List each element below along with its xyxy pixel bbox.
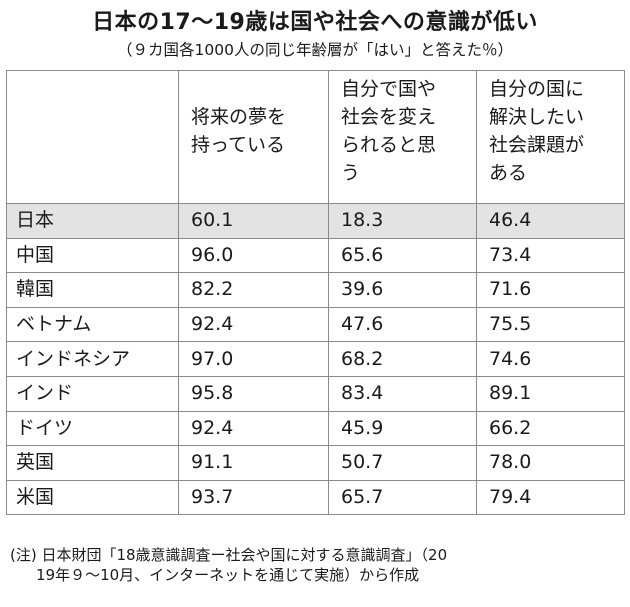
country-cell: ドイツ — [6, 410, 179, 447]
header-line: られると思 — [341, 134, 437, 156]
value-can-change: 47.6 — [328, 306, 477, 343]
country-cell: 日本 — [6, 203, 179, 239]
table-row: 英国 91.1 50.7 78.0 — [6, 445, 625, 481]
table-row: 米国 93.7 65.7 79.4 — [6, 479, 625, 516]
value-can-change: 83.4 — [328, 375, 477, 412]
header-line: 将来の夢を — [191, 106, 287, 128]
header-line: 持っている — [191, 134, 286, 156]
country-cell: 英国 — [6, 445, 179, 481]
value-social-issue: 74.6 — [476, 341, 625, 377]
header-can-change-society: 自分で国や 社会を変え られると思 う — [328, 70, 477, 204]
value-social-issue: 75.5 — [476, 306, 625, 343]
source-note-line: 19年９～10月、インターネットを通じて実施）から作成 — [36, 566, 420, 584]
value-can-change: 65.6 — [328, 237, 477, 274]
table-row: ドイツ 92.4 45.9 66.2 — [6, 410, 625, 447]
table-row: ベトナム 92.4 47.6 75.5 — [6, 306, 625, 343]
value-dream: 91.1 — [178, 445, 329, 481]
header-line: 自分で国や — [341, 78, 437, 100]
header-dream: 将来の夢を 持っている — [178, 70, 329, 204]
value-social-issue: 46.4 — [476, 203, 625, 239]
source-note: (注) 日本財団「18歳意識調査ー社会や国に対する意識調査」（20 19年９～1… — [10, 545, 622, 585]
value-can-change: 18.3 — [328, 203, 477, 239]
country-cell: 米国 — [6, 479, 179, 516]
header-line: ある — [489, 162, 528, 184]
value-dream: 95.8 — [178, 375, 329, 412]
value-dream: 60.1 — [178, 203, 329, 239]
header-line: う — [341, 162, 361, 184]
value-dream: 92.4 — [178, 306, 329, 343]
value-dream: 92.4 — [178, 410, 329, 447]
value-can-change: 65.7 — [328, 479, 477, 516]
table-row: インド 95.8 83.4 89.1 — [6, 375, 625, 412]
value-social-issue: 78.0 — [476, 445, 625, 481]
source-note-line: (注) 日本財団「18歳意識調査ー社会や国に対する意識調査」（20 — [10, 546, 448, 564]
value-can-change: 39.6 — [328, 272, 477, 308]
figure-title: 日本の17～19歳は国や社会への意識が低い — [92, 10, 538, 35]
country-cell: インド — [6, 375, 179, 412]
figure-subtitle: （９カ国各1000人の同じ年齢層が「はい」と答えた％） — [117, 41, 513, 59]
header-line: 解決したい — [489, 106, 585, 128]
header-line: 社会を変え — [341, 106, 437, 128]
value-can-change: 50.7 — [328, 445, 477, 481]
table-row-japan: 日本 60.1 18.3 46.4 — [6, 203, 625, 239]
value-dream: 93.7 — [178, 479, 329, 516]
table-row: インドネシア 97.0 68.2 74.6 — [6, 341, 625, 377]
value-dream: 97.0 — [178, 341, 329, 377]
value-can-change: 68.2 — [328, 341, 477, 377]
header-social-issue: 自分の国に 解決したい 社会課題が ある — [476, 70, 625, 204]
table-row: 韓国 82.2 39.6 71.6 — [6, 272, 625, 308]
value-social-issue: 89.1 — [476, 375, 625, 412]
country-cell: インドネシア — [6, 341, 179, 377]
value-dream: 82.2 — [178, 272, 329, 308]
value-can-change: 45.9 — [328, 410, 477, 447]
table-row: 中国 96.0 65.6 73.4 — [6, 237, 625, 274]
value-dream: 96.0 — [178, 237, 329, 274]
value-social-issue: 79.4 — [476, 479, 625, 516]
country-cell: ベトナム — [6, 306, 179, 343]
country-cell: 中国 — [6, 237, 179, 274]
header-corner-cell — [6, 70, 179, 204]
country-cell: 韓国 — [6, 272, 179, 308]
value-social-issue: 71.6 — [476, 272, 625, 308]
value-social-issue: 66.2 — [476, 410, 625, 447]
header-row: 将来の夢を 持っている 自分で国や 社会を変え られると思 う 自分の国に 解決… — [6, 70, 625, 204]
header-line: 自分の国に — [489, 78, 585, 100]
survey-table: 将来の夢を 持っている 自分で国や 社会を変え られると思 う 自分の国に 解決… — [6, 70, 625, 516]
header-line: 社会課題が — [489, 134, 585, 156]
value-social-issue: 73.4 — [476, 237, 625, 274]
